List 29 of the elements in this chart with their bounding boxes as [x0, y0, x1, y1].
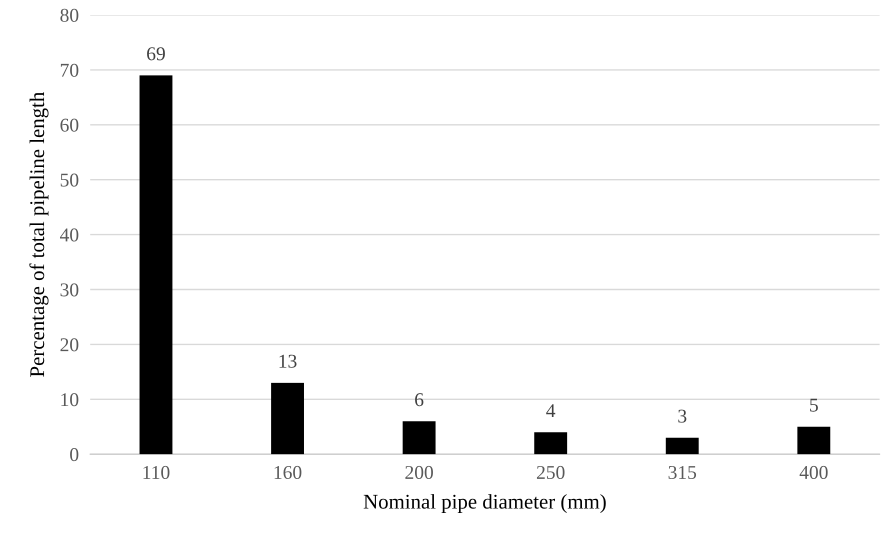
- y-tick-label: 40: [60, 228, 78, 242]
- x-tick-label: 250: [536, 466, 565, 480]
- bar: [140, 75, 172, 454]
- x-tick-label: 160: [274, 466, 302, 480]
- y-tick-label: 0: [70, 448, 78, 462]
- x-tick-label: 110: [143, 466, 170, 480]
- data-label: 13: [280, 354, 297, 368]
- data-label: 5: [810, 398, 818, 412]
- bar: [402, 421, 436, 454]
- y-tick-label: 60: [60, 118, 78, 132]
- x-tick-label: 400: [800, 466, 828, 480]
- y-tick-label: 10: [61, 393, 78, 406]
- data-label: 69: [147, 47, 165, 60]
- y-tick-label: 70: [60, 64, 78, 77]
- y-tick-label: 30: [60, 283, 78, 296]
- bar: [666, 438, 699, 454]
- bar: [797, 426, 830, 454]
- y-tick-label: 20: [60, 338, 78, 352]
- x-axis-title: Nominal pipe diameter (mm): [364, 494, 606, 513]
- x-tick-label: 315: [668, 466, 696, 480]
- y-tick-label: 50: [60, 174, 78, 187]
- data-label: 4: [546, 404, 556, 417]
- x-tick-label: 200: [405, 466, 433, 480]
- y-axis-title: Percentage of total pipeline length: [29, 92, 49, 377]
- data-label: 6: [415, 393, 424, 406]
- y-tick-label: 80: [60, 8, 78, 22]
- data-label: 3: [678, 410, 686, 423]
- bar: [534, 432, 568, 454]
- bar: [271, 382, 304, 454]
